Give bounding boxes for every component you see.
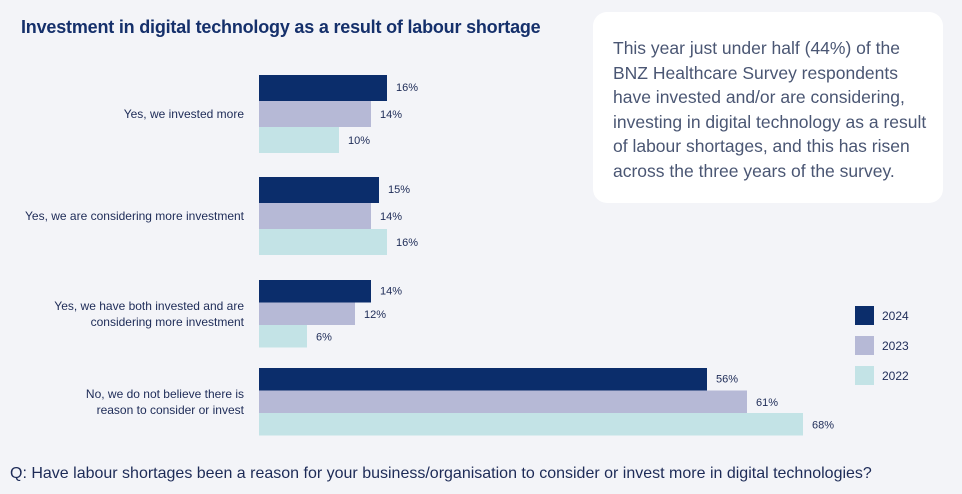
bar-2024 bbox=[259, 280, 371, 303]
value-label: 16% bbox=[396, 82, 418, 94]
legend-swatch-2022 bbox=[855, 366, 874, 385]
legend-label: 2023 bbox=[882, 339, 909, 353]
survey-question: Q: Have labour shortages been a reason f… bbox=[10, 465, 872, 482]
value-label: 14% bbox=[380, 285, 402, 297]
value-label: 6% bbox=[316, 331, 332, 343]
value-label: 10% bbox=[348, 135, 370, 147]
legend-label: 2024 bbox=[882, 309, 909, 323]
category-label: Yes, we have both invested and are bbox=[54, 299, 244, 313]
bar-2024 bbox=[259, 177, 379, 203]
bar-2022 bbox=[259, 229, 387, 255]
value-label: 56% bbox=[716, 373, 738, 385]
bar-2022 bbox=[259, 413, 803, 436]
bar-2022 bbox=[259, 127, 339, 153]
legend-swatch-2023 bbox=[855, 336, 874, 355]
value-label: 14% bbox=[380, 211, 402, 223]
bar-2023 bbox=[259, 101, 371, 127]
bar-2022 bbox=[259, 325, 307, 348]
category-label: No, we do not believe there is bbox=[86, 387, 244, 401]
category-label: reason to consider or invest bbox=[97, 403, 245, 417]
bar-2024 bbox=[259, 368, 707, 391]
legend-label: 2022 bbox=[882, 369, 909, 383]
value-label: 15% bbox=[388, 184, 410, 196]
bar-2023 bbox=[259, 302, 355, 325]
chart-title: Investment in digital technology as a re… bbox=[21, 17, 541, 37]
bar-2024 bbox=[259, 75, 387, 101]
category-label: considering more investment bbox=[91, 315, 245, 329]
value-label: 68% bbox=[812, 419, 834, 431]
callout-text: This year just under half (44%) of the B… bbox=[613, 38, 927, 181]
bar-2023 bbox=[259, 390, 747, 413]
value-label: 12% bbox=[364, 309, 386, 321]
legend-swatch-2024 bbox=[855, 306, 874, 325]
value-label: 61% bbox=[756, 397, 778, 409]
callout-box: This year just under half (44%) of the B… bbox=[593, 12, 943, 203]
category-label: Yes, we invested more bbox=[124, 107, 245, 121]
bar-2023 bbox=[259, 203, 371, 229]
category-label: Yes, we are considering more investment bbox=[25, 209, 245, 223]
value-label: 14% bbox=[380, 109, 402, 121]
value-label: 16% bbox=[396, 237, 418, 249]
